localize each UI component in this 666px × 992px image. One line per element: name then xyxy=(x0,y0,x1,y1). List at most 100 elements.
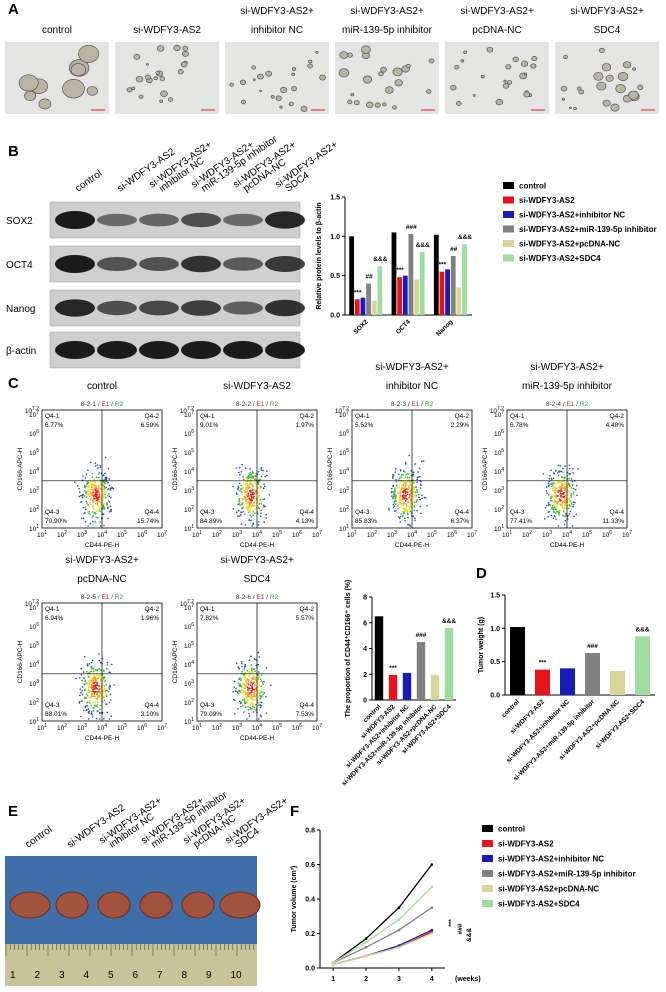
x-tick-label: 103 xyxy=(77,530,87,539)
colony xyxy=(265,70,272,77)
ruler-number: 5 xyxy=(108,970,114,981)
event-dot xyxy=(242,691,245,694)
event-dot xyxy=(251,707,253,710)
event-dot xyxy=(393,487,396,490)
event-dot xyxy=(89,693,92,696)
event-dot xyxy=(103,678,105,680)
event-dot xyxy=(260,509,262,512)
x-tick-label: 103 xyxy=(232,723,242,732)
event-dot xyxy=(261,674,263,677)
event-dot xyxy=(250,687,253,689)
quadrant-label: Q4-1 xyxy=(45,413,60,420)
tick-exp: 6 xyxy=(501,429,504,435)
event-dot xyxy=(107,495,109,497)
event-dot xyxy=(253,691,255,694)
event-dot xyxy=(93,500,95,503)
event-dot xyxy=(90,685,93,688)
event-dot xyxy=(85,473,88,475)
event-dot xyxy=(259,704,262,706)
event-dot xyxy=(408,524,411,526)
event-dot xyxy=(398,477,401,480)
event-dot xyxy=(252,693,255,695)
event-dot xyxy=(245,701,248,704)
event-dot xyxy=(104,495,107,498)
event-dot xyxy=(246,718,248,720)
event-dot xyxy=(104,492,107,494)
event-dot xyxy=(554,512,557,515)
event-dot xyxy=(103,508,106,510)
event-dot xyxy=(234,690,237,692)
event-dot xyxy=(87,711,90,713)
event-dot xyxy=(553,514,556,517)
colony xyxy=(632,67,636,71)
event-dot xyxy=(563,497,566,500)
x-tick-label: 104 xyxy=(252,723,262,732)
event-dot xyxy=(92,667,95,670)
event-dot xyxy=(103,689,105,691)
event-dot xyxy=(99,506,101,508)
event-dot xyxy=(238,482,241,485)
tick-exp: 7.2 xyxy=(187,599,194,605)
y-tick-label: 107.2 xyxy=(25,406,39,415)
event-dot xyxy=(80,691,82,694)
event-dot xyxy=(555,487,558,490)
event-dot xyxy=(233,712,236,715)
quadrant-label: Q4-2 xyxy=(145,606,160,613)
event-dot xyxy=(253,508,255,511)
event-dot xyxy=(99,510,102,513)
event-dot xyxy=(242,506,244,509)
event-dot xyxy=(251,701,254,704)
event-dot xyxy=(75,677,77,680)
event-dot xyxy=(233,686,236,689)
event-dot xyxy=(241,463,243,466)
event-dot xyxy=(104,680,106,682)
tick-base: 10 xyxy=(184,450,192,457)
event-dot xyxy=(557,489,559,491)
plot-title: inhibitor NC xyxy=(386,381,438,392)
tick-exp: 4 xyxy=(36,467,39,473)
event-dot xyxy=(259,694,261,697)
event-dot xyxy=(85,485,87,488)
event-dot xyxy=(567,482,570,485)
colony xyxy=(596,81,607,91)
event-dot xyxy=(246,699,248,702)
event-dot xyxy=(247,495,250,497)
event-dot xyxy=(98,668,101,670)
event-dot xyxy=(252,676,254,679)
event-dot xyxy=(255,689,257,691)
annotation: ### xyxy=(457,923,464,934)
y-tick-label: 106 xyxy=(29,429,39,438)
event-dot xyxy=(246,500,248,503)
event-dot xyxy=(106,661,109,664)
event-dot xyxy=(247,687,250,689)
event-dot xyxy=(99,487,102,490)
colony xyxy=(392,67,403,77)
image-caption: si-WDFY3-AS2+ xyxy=(460,6,534,17)
tick-exp: 6 xyxy=(346,429,349,435)
micrograph xyxy=(335,42,439,114)
event-dot xyxy=(247,689,250,691)
event-dot xyxy=(398,503,401,506)
event-dot xyxy=(250,519,252,522)
bar xyxy=(391,232,397,315)
tumor xyxy=(139,891,173,919)
tick-base: 10 xyxy=(339,488,347,495)
event-dot xyxy=(413,505,416,507)
event-dot xyxy=(90,712,93,715)
event-dot xyxy=(248,519,250,521)
tick-base: 10 xyxy=(77,532,85,539)
event-dot xyxy=(107,467,110,470)
tick-exp: 3 xyxy=(239,530,242,536)
event-dot xyxy=(88,488,91,491)
x-tick-label: 103 xyxy=(387,530,397,539)
event-dot xyxy=(94,669,96,671)
plot-header: 8-2-6 / E1 / R2 xyxy=(236,594,279,601)
blot-band xyxy=(265,299,305,317)
event-dot xyxy=(260,475,263,478)
event-dot xyxy=(249,688,251,690)
event-dot xyxy=(257,506,260,509)
bar xyxy=(610,671,625,695)
tick-exp: 2 xyxy=(64,723,67,729)
event-dot xyxy=(559,465,562,467)
tick-exp: 4 xyxy=(259,723,262,729)
